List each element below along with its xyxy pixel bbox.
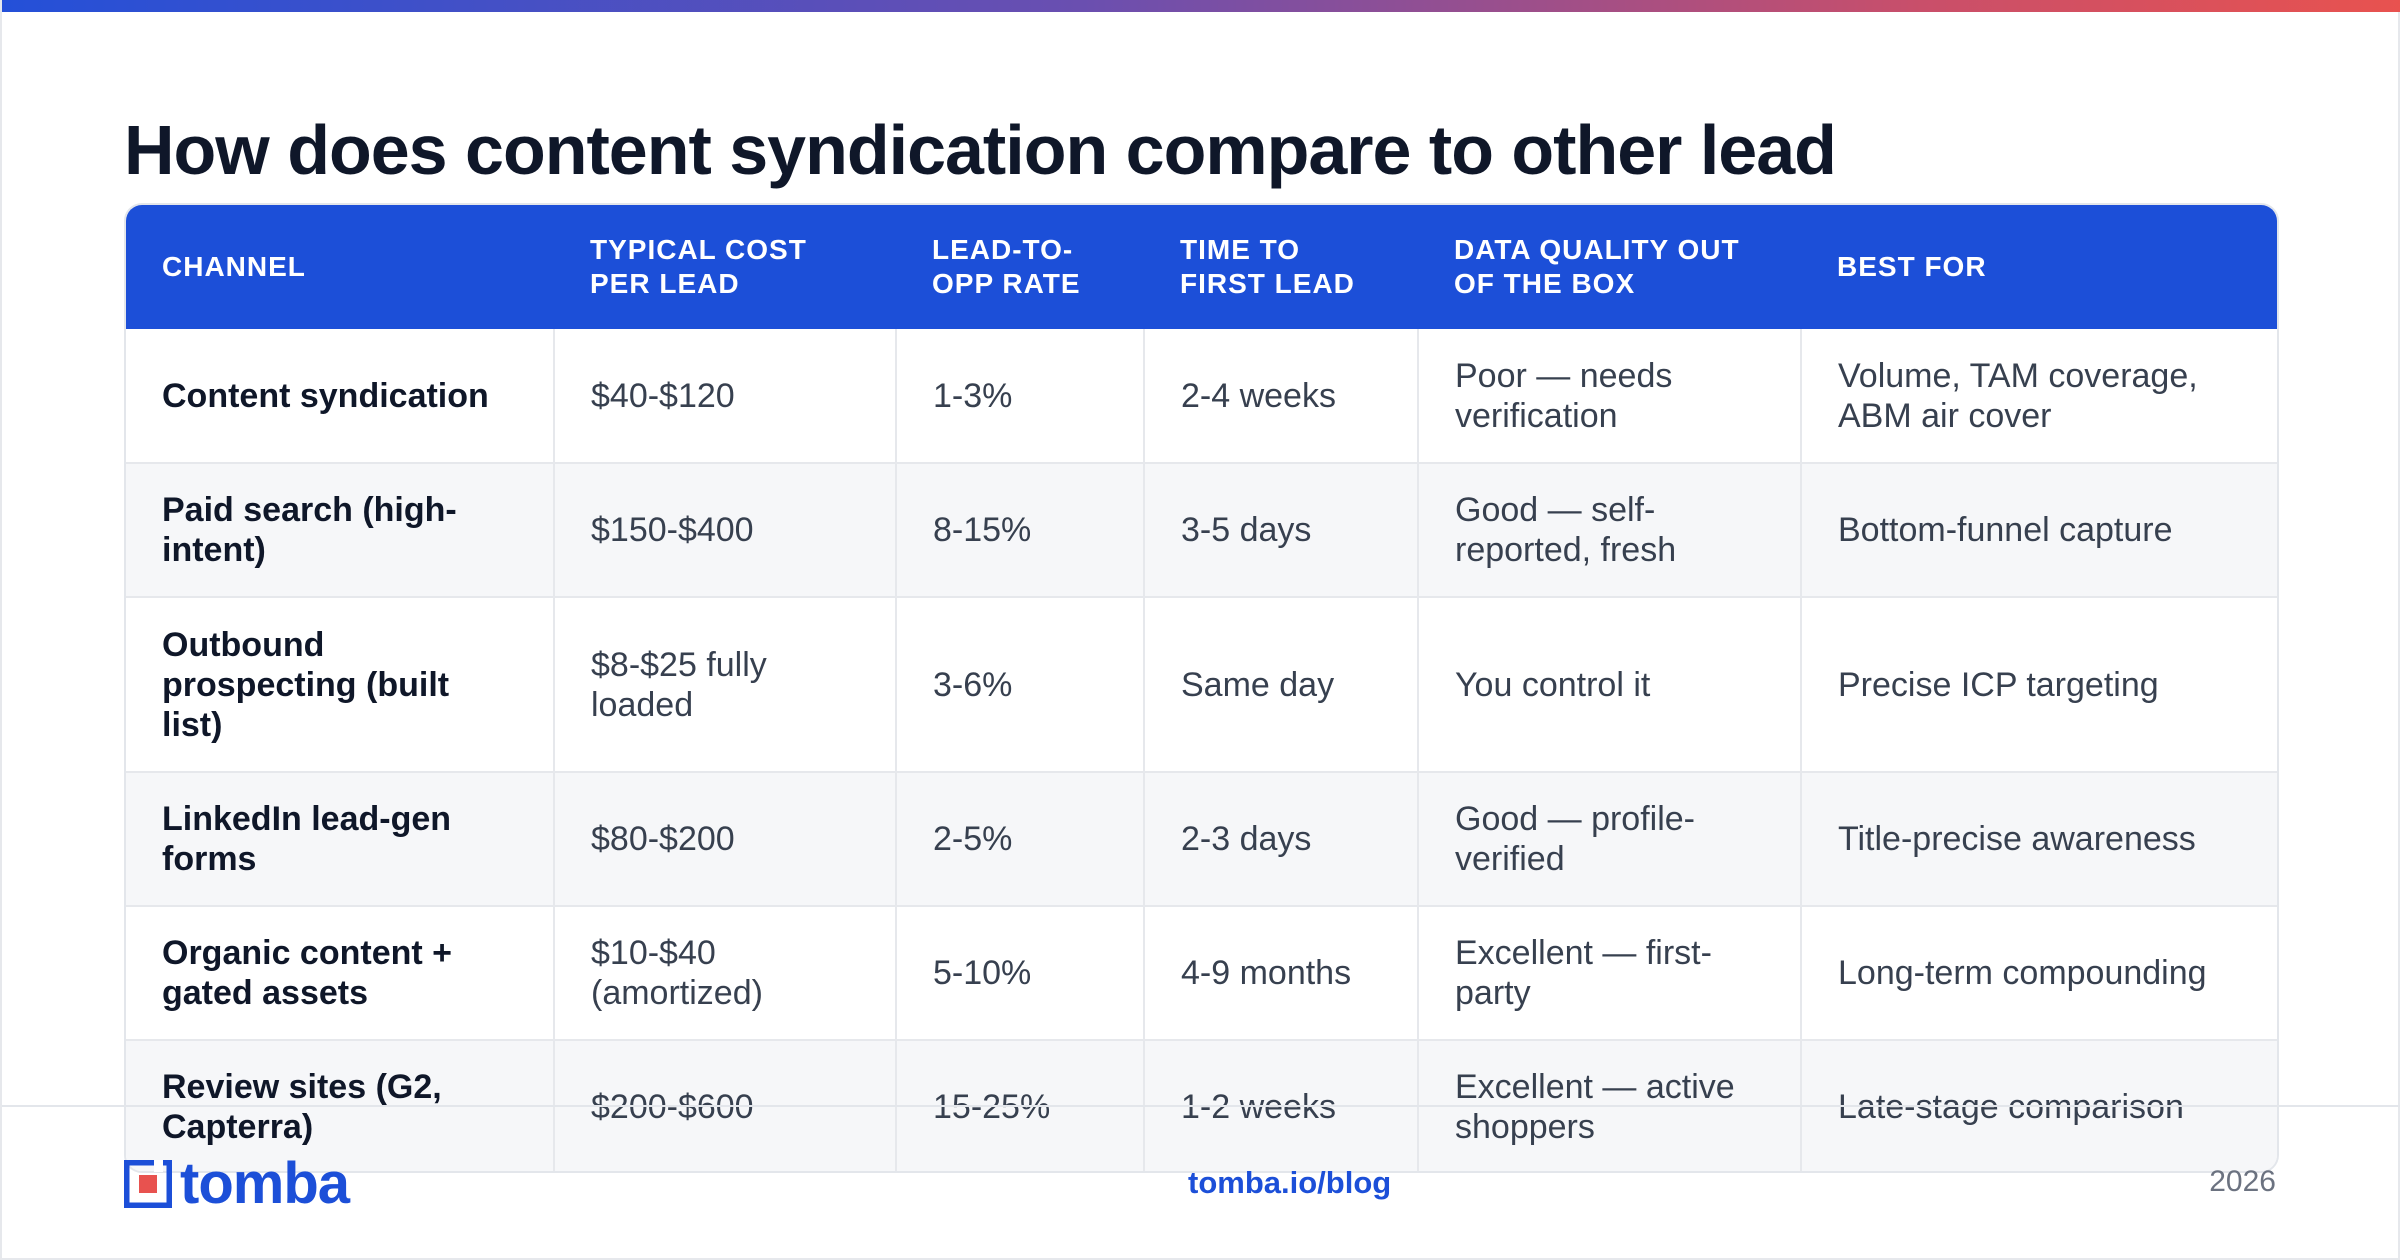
header-best-for: BEST FOR [1837,251,1987,282]
cell-rate: 1-3% [896,329,1145,464]
cell-quality: Good — profile-verified [1418,772,1802,907]
cell-cost: $80-$200 [554,772,897,907]
table-row: Content syndication $40-$120 1-3% 2-4 we… [126,329,2277,464]
cell-rate: 2-5% [896,772,1145,907]
cell-rate: 3-6% [896,597,1145,773]
table-row: Organic content + gated assets $10-$40 (… [126,906,2277,1041]
cell-channel: Organic content + gated assets [126,906,555,1041]
cell-cost: $8-$25 fully loaded [554,597,897,773]
comparison-table-container: CHANNEL TYPICAL COST PER LEAD LEAD-TO-OP… [124,203,2279,1173]
page-title: How does content syndication compare to … [124,111,1837,189]
comparison-table: CHANNEL TYPICAL COST PER LEAD LEAD-TO-OP… [126,205,2277,1171]
cell-cost: $40-$120 [554,329,897,464]
header-rate: LEAD-TO-OPP RATE [932,234,1081,299]
cell-channel: Outbound prospecting (built list) [126,597,555,773]
header-channel: CHANNEL [162,251,306,282]
brand-logo[interactable]: tomba [124,1151,350,1216]
header-time: TIME TO FIRST LEAD [1180,234,1355,299]
cell-best-for: Title-precise awareness [1801,772,2277,907]
brand-logo-text: tomba [180,1151,350,1216]
cell-time: Same day [1144,597,1419,773]
tomba-logo-icon [124,1160,172,1208]
cell-time: 2-4 weeks [1144,329,1419,464]
cell-cost: $10-$40 (amortized) [554,906,897,1041]
table-row: Paid search (high-intent) $150-$400 8-15… [126,463,2277,598]
cell-time: 3-5 days [1144,463,1419,598]
gradient-top-bar [2,0,2400,12]
cell-channel: Paid search (high-intent) [126,463,555,598]
cell-time: 4-9 months [1144,906,1419,1041]
cell-quality: You control it [1418,597,1802,773]
footer-year: 2026 [2209,1165,2276,1198]
cell-time: 2-3 days [1144,772,1419,907]
cell-quality: Excellent — first-party [1418,906,1802,1041]
cell-best-for: Volume, TAM coverage, ABM air cover [1801,329,2277,464]
blog-link[interactable]: tomba.io/blog [1188,1165,1392,1200]
table-row: LinkedIn lead-gen forms $80-$200 2-5% 2-… [126,772,2277,907]
cell-rate: 8-15% [896,463,1145,598]
cell-channel: Content syndication [126,329,555,464]
cell-rate: 5-10% [896,906,1145,1041]
table-row: Outbound prospecting (built list) $8-$25… [126,597,2277,773]
cell-best-for: Long-term compounding [1801,906,2277,1041]
header-quality: DATA QUALITY OUT OF THE BOX [1454,234,1740,299]
cell-best-for: Bottom-funnel capture [1801,463,2277,598]
cell-quality: Good — self-reported, fresh [1418,463,1802,598]
cell-cost: $150-$400 [554,463,897,598]
header-cost: TYPICAL COST PER LEAD [590,234,807,299]
cell-channel: LinkedIn lead-gen forms [126,772,555,907]
cell-quality: Poor — needs verification [1418,329,1802,464]
footer-divider [2,1105,2400,1107]
table-header-row: CHANNEL TYPICAL COST PER LEAD LEAD-TO-OP… [126,205,2277,329]
cell-best-for: Precise ICP targeting [1801,597,2277,773]
